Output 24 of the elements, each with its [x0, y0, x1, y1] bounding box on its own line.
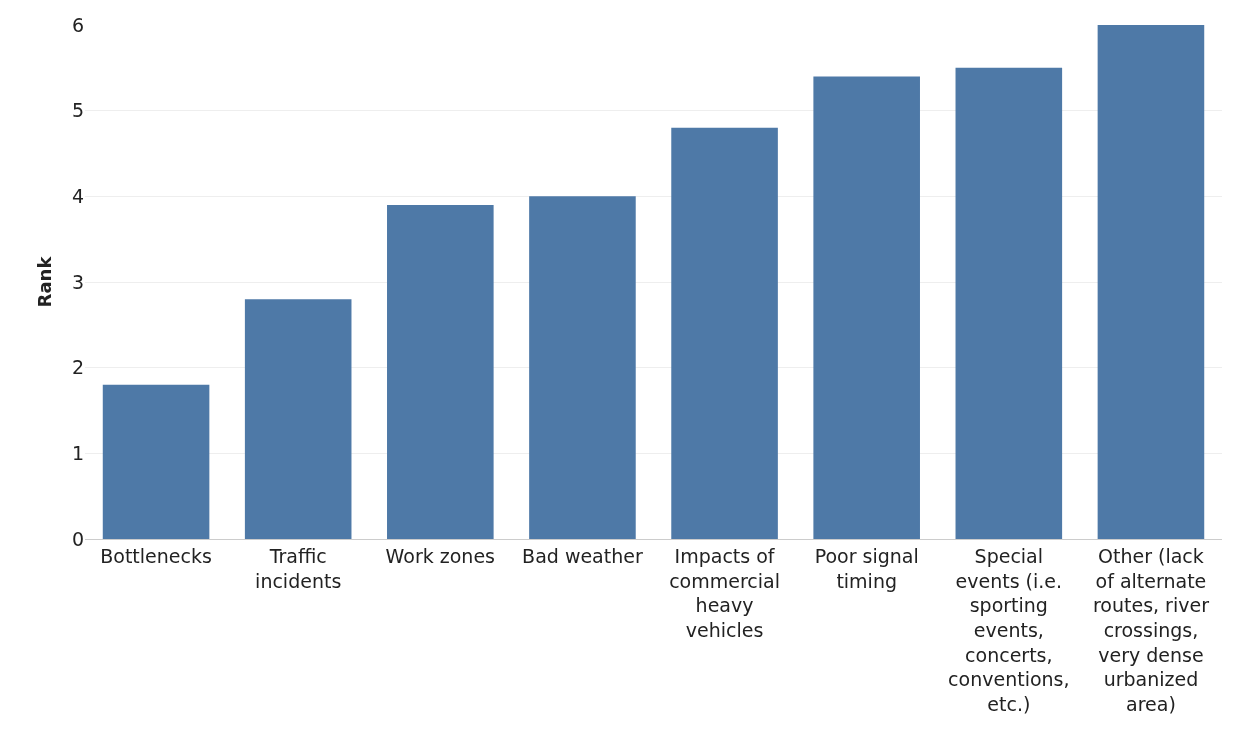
x-tick-label: Traffic incidents	[255, 544, 342, 592]
y-tick-label: 0	[71, 527, 84, 550]
y-tick-label: 5	[71, 99, 84, 122]
y-axis-title: Rank	[34, 255, 56, 308]
bar	[671, 127, 778, 539]
bar	[813, 76, 920, 539]
y-tick-label: 1	[71, 441, 84, 464]
bar	[244, 299, 352, 539]
x-tick-label: Bad weather	[522, 544, 643, 567]
bar	[1097, 25, 1205, 539]
x-tick-label: Impacts of commercial heavy vehicles	[669, 544, 780, 641]
bar	[387, 204, 494, 539]
bar	[102, 384, 210, 539]
x-tick-label: Other (lack of alternate routes, river crossings, very dense urbanized area)	[1092, 544, 1210, 715]
x-tick-label: Poor signal timing	[814, 544, 919, 592]
y-tick-label: 3	[71, 270, 84, 293]
y-tick-label: 6	[71, 13, 84, 36]
x-tick-label: Work zones	[385, 544, 496, 567]
x-tick-label: Bottlenecks	[100, 544, 212, 567]
bar	[955, 67, 1063, 539]
y-tick-label: 4	[71, 184, 84, 207]
x-tick-label: Special events (i.e. sporting events, concerts, conventions, etc.)	[948, 544, 1070, 715]
y-tick-label: 2	[71, 356, 84, 379]
bar	[529, 196, 636, 539]
